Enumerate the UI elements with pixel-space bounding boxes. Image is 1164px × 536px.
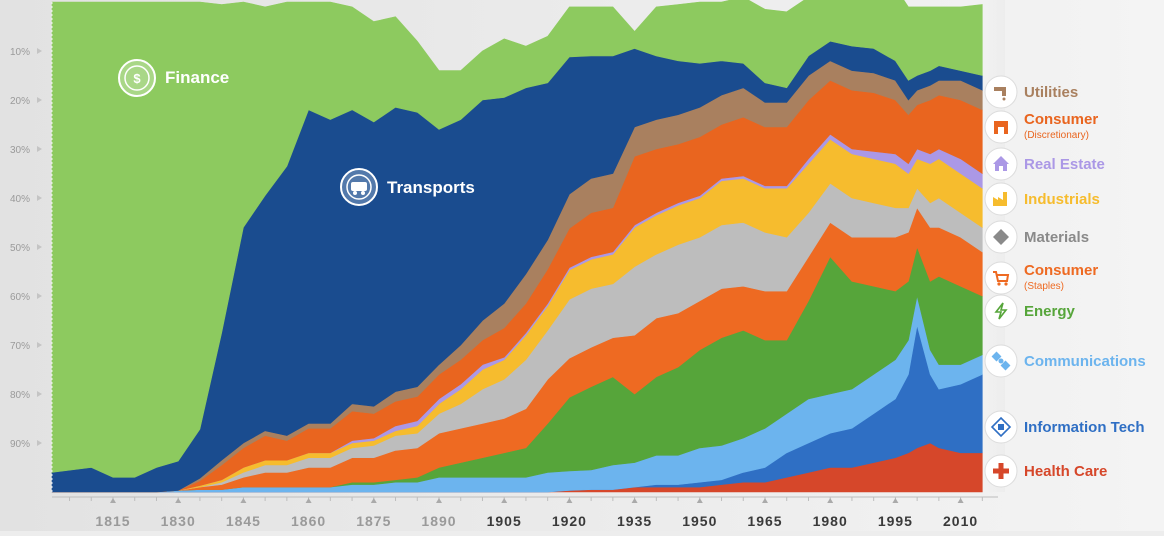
y-tick-marker <box>37 391 42 397</box>
lightning-icon <box>994 302 1008 320</box>
x-tick-label: 1935 <box>617 513 652 529</box>
cross-icon <box>993 463 1009 479</box>
legend-label: Health Care <box>1024 463 1107 480</box>
legend-sublabel: (Discretionary) <box>1024 130 1089 141</box>
chip-icon <box>990 416 1012 438</box>
legend-sublabel: (Staples) <box>1024 281 1064 292</box>
x-tick-marker <box>436 498 442 503</box>
y-tick-label: 40% <box>10 194 30 205</box>
factory-icon <box>993 192 1007 206</box>
legend: Utilities Consumer (Discretionary) Real Est… <box>984 75 1146 488</box>
x-axis: 1815 1830 1845 1860 1875 1890 1905 1920 1935 1950… <box>52 496 998 529</box>
legend-item-consumer-staples: Consumer (Staples) <box>984 261 1098 295</box>
legend-item-communications: Communications <box>984 344 1146 378</box>
y-tick-marker <box>37 97 42 103</box>
x-tick-marker <box>696 498 703 503</box>
satellite-icon <box>991 351 1011 371</box>
legend-item-consumer-discretionary: Consumer (Discretionary) <box>984 110 1098 144</box>
y-tick-label: 90% <box>10 439 30 450</box>
cart-icon <box>993 271 1010 286</box>
legend-item-real-estate: Real Estate <box>984 147 1105 181</box>
y-tick-label: 60% <box>10 292 30 303</box>
x-tick-label: 1815 <box>95 513 130 529</box>
legend-item-industrials: Industrials <box>984 182 1100 216</box>
legend-icon-badge <box>984 261 1018 295</box>
y-tick-label: 10% <box>10 47 30 58</box>
svg-text:$: $ <box>133 71 141 86</box>
x-tick-label: 1950 <box>682 513 717 529</box>
x-tick-label: 1845 <box>226 513 261 529</box>
x-tick-marker <box>240 498 247 503</box>
legend-label: Materials <box>1024 229 1089 246</box>
annotation-layer: $ Finance Transports <box>118 59 475 206</box>
x-tick-marker <box>110 498 116 503</box>
x-tick-label: 1920 <box>552 513 587 529</box>
legend-icon-badge <box>984 294 1018 328</box>
y-tick-marker <box>37 195 42 201</box>
x-tick-label: 1890 <box>421 513 456 529</box>
y-tick-label: 30% <box>10 145 30 156</box>
annotation-label: Transports <box>387 178 475 197</box>
money-bag-icon: $ <box>118 59 156 97</box>
storefront-icon <box>994 121 1008 134</box>
y-axis: 10% 20% 30% 40% 50% 60% 70% 80% 90% <box>10 47 42 450</box>
x-tick-marker <box>762 498 768 503</box>
y-tick-marker <box>37 342 42 348</box>
area-layer <box>51 0 983 493</box>
y-tick-marker <box>37 146 42 152</box>
legend-item-materials: Materials <box>984 220 1089 254</box>
x-tick-label: 1860 <box>291 513 326 529</box>
x-tick-label: 1965 <box>747 513 782 529</box>
x-tick-label: 1830 <box>161 513 196 529</box>
x-tick-marker <box>566 498 573 503</box>
x-tick-marker <box>175 498 182 503</box>
legend-label: Information Tech <box>1024 419 1145 436</box>
legend-label: Energy <box>1024 303 1076 320</box>
faucet-icon <box>994 87 1006 101</box>
x-tick-marker <box>370 498 377 503</box>
legend-label: Consumer <box>1024 262 1098 279</box>
x-tick-label: 1875 <box>356 513 391 529</box>
y-tick-label: 80% <box>10 390 30 401</box>
legend-icon-badge <box>984 75 1018 109</box>
y-tick-marker <box>37 293 42 299</box>
x-tick-label: 2010 <box>943 513 978 529</box>
x-tick-marker <box>892 498 899 503</box>
y-tick-marker <box>37 48 42 54</box>
x-tick-marker <box>305 498 312 503</box>
x-tick-label: 1905 <box>487 513 522 529</box>
house-icon <box>993 156 1009 171</box>
legend-item-utilities: Utilities <box>984 75 1078 109</box>
legend-item-information-tech: Information Tech <box>984 410 1145 444</box>
diamond-icon <box>993 229 1009 245</box>
legend-item-energy: Energy <box>984 294 1076 328</box>
x-tick-marker <box>957 498 964 503</box>
x-tick-label: 1995 <box>878 513 913 529</box>
annotation-label: Finance <box>165 68 229 87</box>
y-tick-marker <box>37 244 42 250</box>
area-finance <box>51 0 983 478</box>
annotation-finance: $ Finance <box>118 59 229 97</box>
legend-label: Utilities <box>1024 84 1078 101</box>
y-tick-label: 50% <box>10 243 30 254</box>
y-tick-label: 70% <box>10 341 30 352</box>
y-tick-label: 20% <box>10 96 30 107</box>
x-tick-marker <box>501 498 508 503</box>
legend-label: Real Estate <box>1024 156 1105 173</box>
legend-label: Consumer <box>1024 111 1098 128</box>
y-tick-marker <box>37 440 42 446</box>
legend-label: Industrials <box>1024 191 1100 208</box>
x-tick-marker <box>827 498 834 503</box>
legend-item-health-care: Health Care <box>984 454 1107 488</box>
x-tick-marker <box>631 498 638 503</box>
x-tick-label: 1980 <box>813 513 848 529</box>
legend-label: Communications <box>1024 353 1146 370</box>
train-icon <box>340 168 378 206</box>
annotation-transports: Transports <box>340 168 475 206</box>
